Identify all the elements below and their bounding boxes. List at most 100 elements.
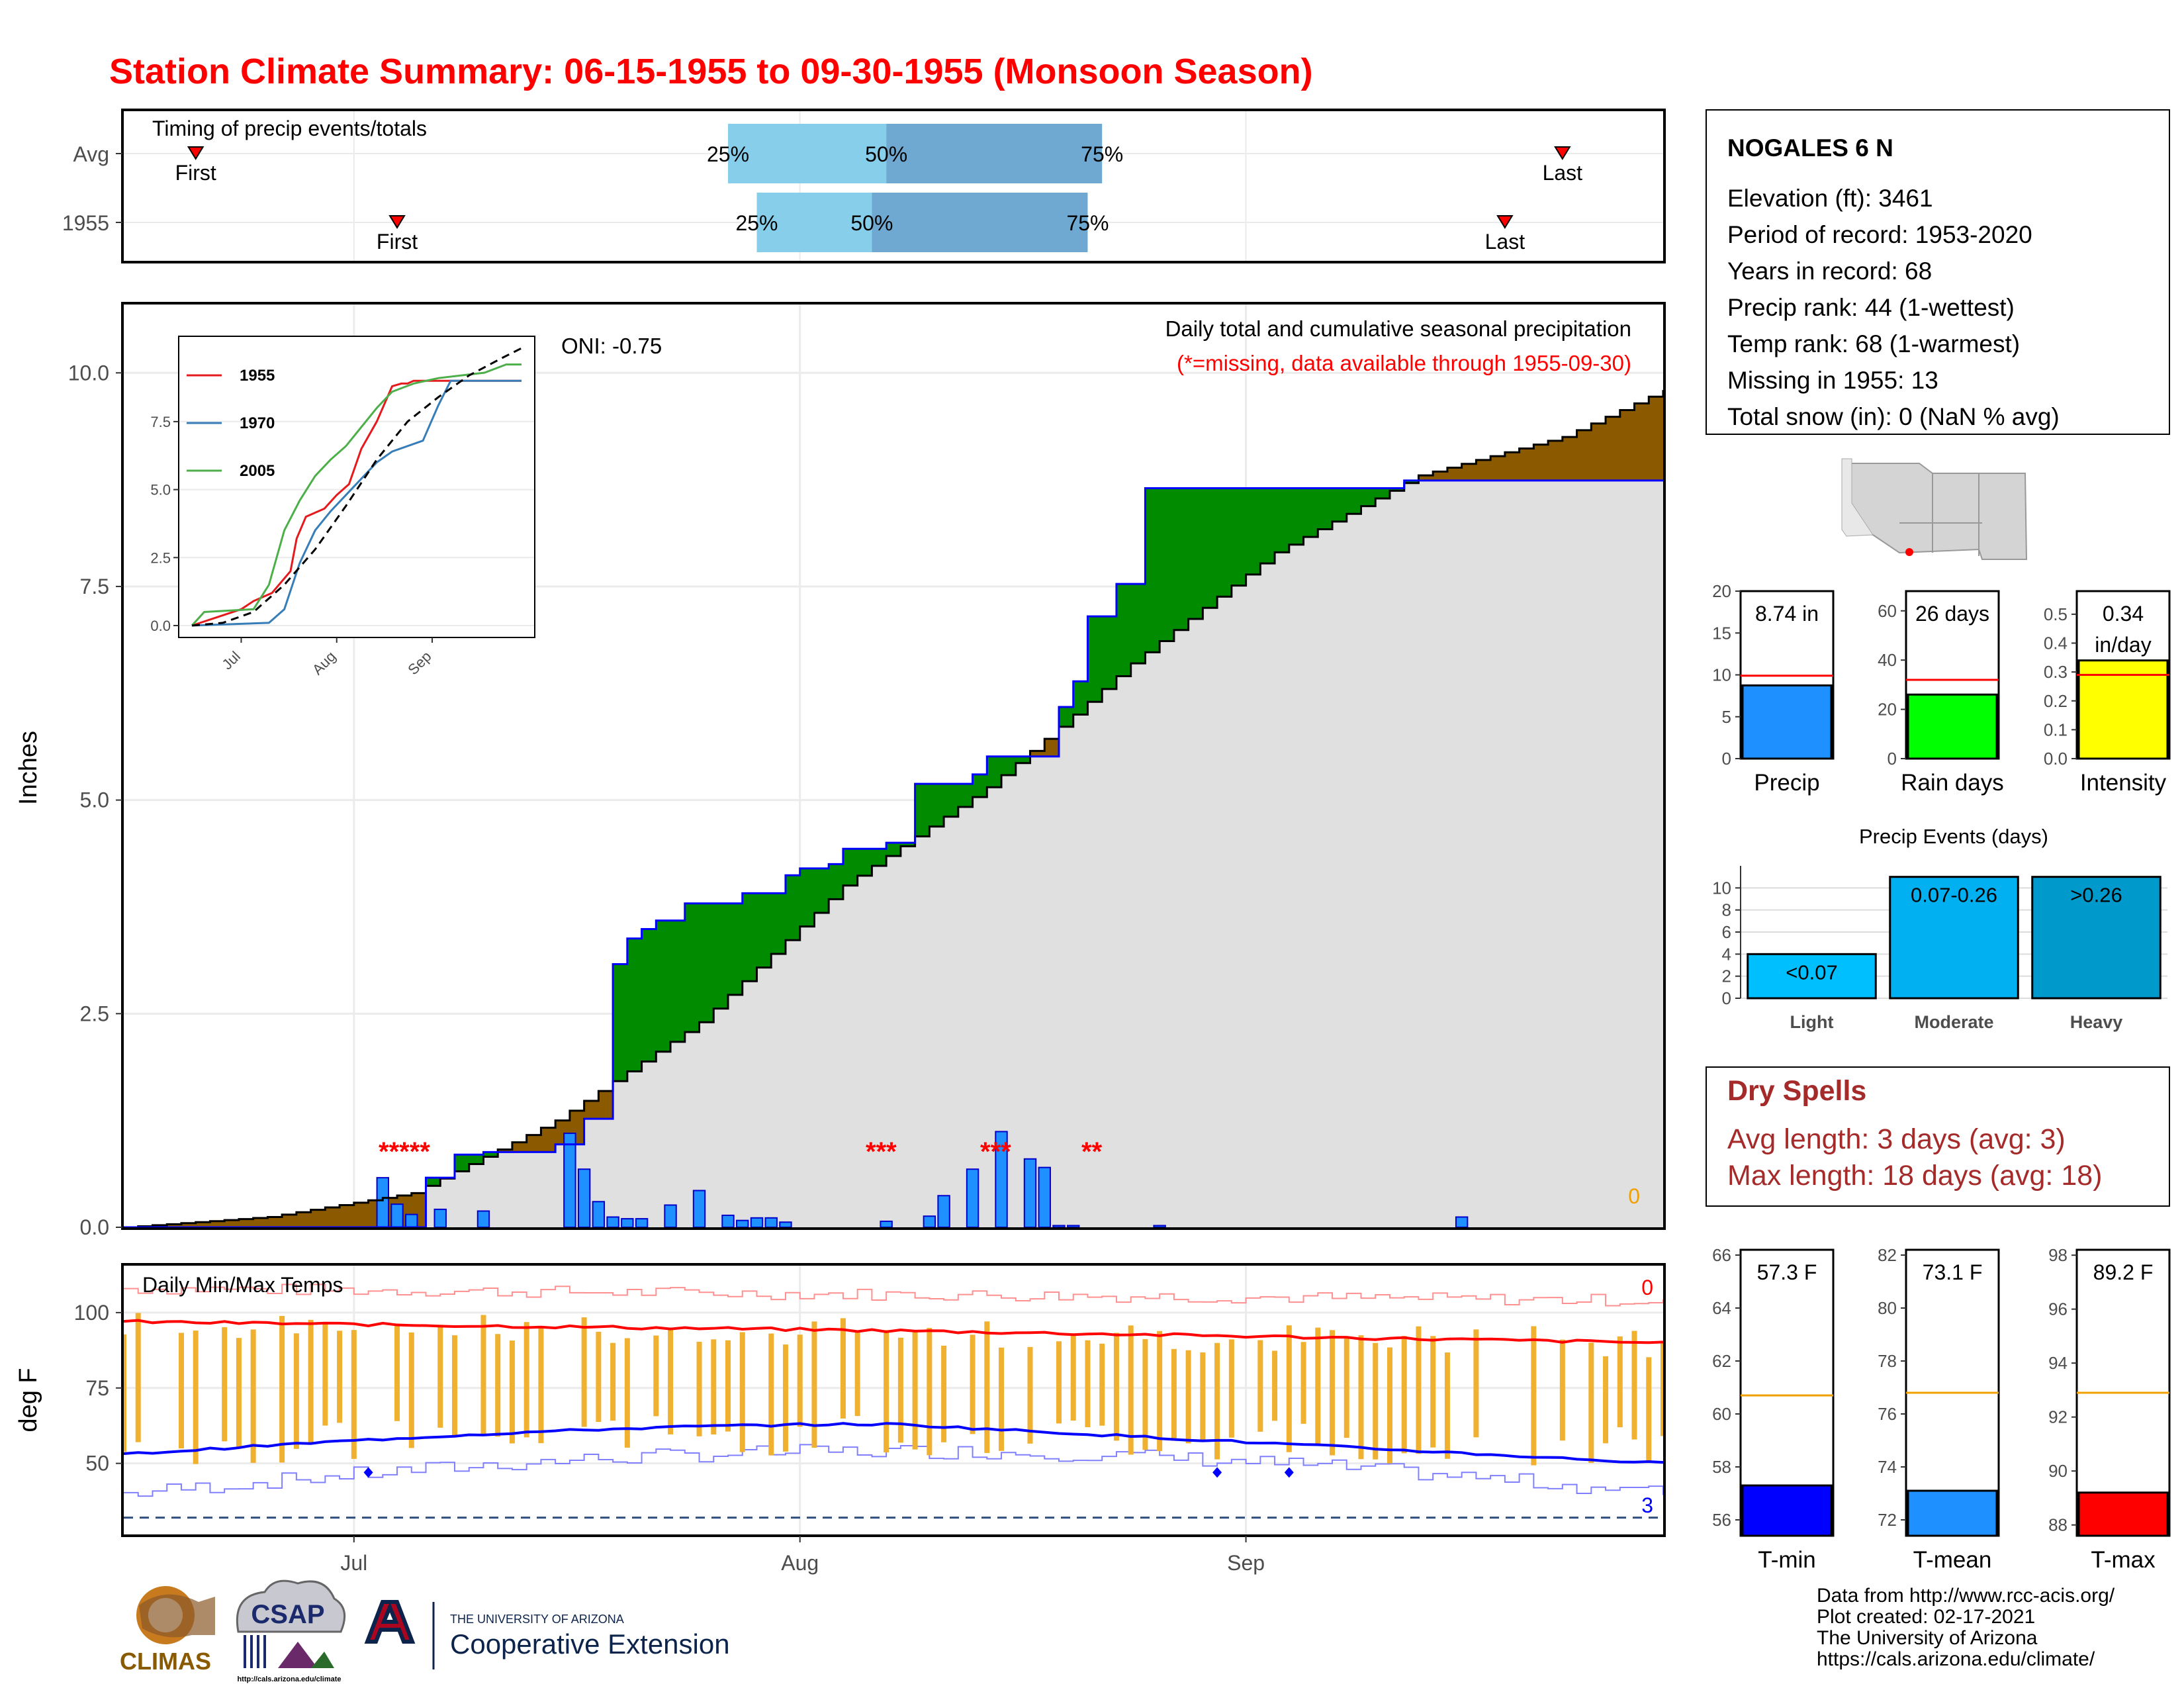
temp-y-tick-label: 75 — [85, 1376, 109, 1400]
surplus-segment — [829, 864, 844, 900]
daily-temp-range-bar — [495, 1334, 501, 1437]
inset-legend-label: 1970 — [240, 414, 275, 432]
precip-y-tick-label: 5.0 — [80, 788, 109, 812]
surplus-segment — [900, 843, 916, 847]
surplus-segment — [1058, 706, 1074, 727]
timing-panel: Timing of precip events/totals Avg 25% 50%… — [62, 109, 1666, 263]
temp-label: Daily Min/Max Temps — [142, 1273, 343, 1297]
daily-temp-range-bar — [1330, 1330, 1336, 1456]
summary-bar-intensity: 0.0 0.1 0.2 0.3 0.4 0.5 0.34 in/day Intensity — [2044, 590, 2171, 796]
surplus-segment — [771, 893, 786, 954]
daily-precip-bar — [621, 1218, 634, 1229]
record-low-marker — [1212, 1467, 1222, 1478]
daily-precip-bar — [1038, 1166, 1051, 1229]
surplus-segment — [1275, 488, 1290, 553]
daily-temp-range-bar — [1056, 1341, 1062, 1424]
surplus-segment — [842, 849, 858, 886]
surplus-segment — [886, 843, 901, 857]
station-info-box: NOGALES 6 N Elevation (ft): 3461 Period … — [1706, 109, 2170, 435]
surplus-segment — [756, 893, 772, 968]
events-y-tick-label: 6 — [1722, 922, 1731, 942]
events-bar-heavy — [2031, 876, 2161, 1000]
surplus-segment — [785, 875, 801, 941]
inset-y-tick-label: 7.5 — [150, 414, 171, 430]
surplus-segment — [857, 849, 872, 876]
daily-temp-range-bar — [984, 1321, 990, 1453]
daily-temp-range-bar — [999, 1347, 1005, 1451]
surplus-segment — [1332, 488, 1347, 522]
events-bar-moderate — [1889, 876, 2019, 1000]
deficit-segment — [353, 1202, 369, 1227]
ua-logo: THE UNIVERSITY OF ARIZONA Cooperative Ex… — [364, 1600, 730, 1669]
daily-temp-range-bar — [193, 1331, 199, 1464]
timing-quartile-label: 25% — [735, 211, 778, 235]
deficit-segment — [340, 1205, 355, 1227]
timing-first-marker — [388, 215, 406, 229]
daily-temp-range-bar — [250, 1329, 256, 1463]
daily-precip-bar — [1052, 1225, 1066, 1229]
missing-note: (*=missing, data available through 1955-… — [1177, 351, 1631, 375]
precip-corner-value: 0 — [1628, 1184, 1640, 1208]
daily-precip-bar — [433, 1208, 447, 1228]
summary-bar-label: 89.2 F — [2093, 1260, 2154, 1284]
timing-quartile-50-75 — [886, 124, 1103, 183]
daily-temp-range-bar — [1444, 1352, 1450, 1459]
surplus-segment — [469, 1154, 484, 1164]
summary-bar-tick-label: 58 — [1712, 1457, 1731, 1477]
summary-bar-precip: 0 5 10 15 20 8.74 in Precip — [1712, 581, 1835, 796]
daily-temp-range-bar — [394, 1325, 400, 1421]
daily-precip-bar — [477, 1210, 490, 1229]
daily-precip-bar — [376, 1177, 390, 1229]
summary-bar-tick-label: 78 — [1878, 1351, 1897, 1371]
daily-temp-range-bar — [941, 1345, 947, 1442]
timing-first-marker-label: First — [175, 161, 216, 185]
inset-series-average — [191, 347, 522, 627]
summary-bar-value — [1741, 684, 1833, 760]
record-low-marker — [363, 1467, 373, 1478]
daily-temp-range-bar — [711, 1339, 717, 1434]
deficit-segment — [325, 1207, 340, 1227]
daily-temp-range-bar — [509, 1340, 515, 1444]
inset-legend-label: 2005 — [240, 462, 275, 480]
deficit-segment — [282, 1214, 297, 1227]
daily-temp-range-bar — [1171, 1348, 1177, 1441]
summary-bar-t-min: 56 58 60 62 64 66 57.3 F T-min — [1712, 1245, 1835, 1573]
daily-temp-range-bar — [236, 1338, 242, 1448]
deficit-segment — [253, 1218, 268, 1227]
daily-temp-range-bar — [1142, 1338, 1148, 1450]
surplus-segment — [958, 784, 974, 807]
surplus-segment — [1231, 488, 1247, 586]
temp-x-tick-label: Sep — [1227, 1551, 1265, 1575]
summary-bar-tick-label: 0.2 — [2044, 691, 2068, 711]
summary-bar-value — [1741, 1484, 1833, 1537]
surplus-segment — [1375, 488, 1390, 498]
events-x-tick-label: Heavy — [2070, 1012, 2123, 1032]
deficit-segment — [167, 1224, 182, 1227]
surplus-segment — [1389, 488, 1405, 491]
surplus-segment — [1188, 488, 1203, 619]
daily-temp-range-bar — [1070, 1335, 1076, 1421]
events-y-tick-label: 10 — [1712, 878, 1731, 898]
surplus-segment — [929, 784, 944, 827]
deficit-segment — [310, 1209, 326, 1227]
daily-precip-bar — [764, 1217, 778, 1229]
daily-precip-bar — [750, 1217, 764, 1229]
deficit-segment — [1044, 739, 1060, 757]
daily-temp-range-bar — [222, 1327, 228, 1442]
inset-y-tick-label: 0.0 — [150, 618, 171, 634]
daily-temp-range-bar — [1473, 1329, 1479, 1438]
daily-temp-range-bar — [1416, 1326, 1422, 1454]
daily-temp-range-bar — [1157, 1331, 1163, 1452]
events-bar-label: >0.26 — [2070, 884, 2122, 907]
surplus-segment — [872, 849, 887, 867]
station-line-snow: Total snow (in): 0 (NaN % avg) — [1727, 403, 2060, 430]
surplus-segment — [814, 868, 829, 914]
summary-bar-value — [1907, 693, 1998, 760]
summary-bar-tick-label: 82 — [1878, 1245, 1897, 1265]
daily-temp-range-bar — [1099, 1343, 1105, 1426]
deficit-segment — [224, 1220, 240, 1227]
dry-spells-avg: Avg length: 3 days (avg: 3) — [1727, 1123, 2066, 1155]
temp-x-tick-label: Jul — [340, 1551, 367, 1575]
surplus-segment — [713, 903, 729, 1009]
surplus-segment — [742, 893, 757, 982]
